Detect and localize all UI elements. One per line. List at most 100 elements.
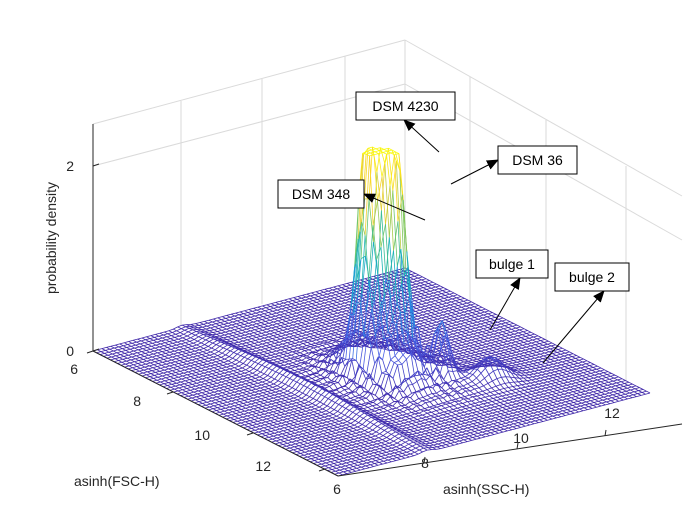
mesh-segment (336, 443, 341, 444)
mesh-segment (467, 302, 472, 303)
mesh-segment (294, 435, 298, 436)
mesh-segment (184, 372, 189, 373)
mesh-segment (413, 306, 418, 307)
mesh-segment (478, 332, 483, 333)
mesh-segment (286, 396, 290, 397)
mesh-segment (470, 307, 474, 308)
mesh-segment (231, 403, 235, 404)
mesh-segment (181, 367, 185, 368)
mesh-segment (203, 364, 207, 365)
mesh-segment (431, 439, 435, 440)
mesh-segment (359, 461, 364, 462)
mesh-segment (412, 406, 417, 410)
mesh-segment (382, 414, 386, 415)
mesh-segment (392, 422, 397, 423)
mesh-segment (415, 324, 420, 325)
mesh-segment (300, 314, 305, 315)
mesh-segment (451, 429, 456, 430)
mesh-segment (156, 368, 161, 369)
mesh-segment (191, 348, 195, 349)
mesh-segment (498, 421, 503, 422)
mesh-segment (252, 375, 256, 377)
mesh-segment (243, 392, 247, 393)
mesh-segment (446, 443, 451, 444)
mesh-segment (379, 412, 383, 413)
mesh-segment (586, 387, 591, 388)
mesh-segment (180, 346, 185, 347)
mesh-segment (239, 390, 243, 391)
mesh-segment (309, 426, 313, 427)
mesh-segment (256, 336, 261, 337)
mesh-segment (328, 317, 333, 318)
mesh-segment (302, 436, 307, 437)
mesh-segment (331, 377, 335, 381)
mesh-segment (314, 334, 319, 335)
mesh-segment (201, 381, 206, 382)
mesh-segment (291, 305, 296, 306)
mesh-segment (493, 346, 498, 347)
mesh-segment (604, 372, 609, 373)
mesh-segment (452, 393, 457, 397)
mesh-segment (620, 384, 624, 385)
mesh-segment (469, 334, 474, 335)
mesh-segment (465, 359, 469, 360)
mesh-segment (211, 376, 215, 377)
mesh-segment (612, 383, 617, 384)
mesh-segment (316, 402, 320, 405)
mesh-segment (155, 361, 160, 362)
mesh-segment (329, 467, 333, 468)
mesh-segment (273, 400, 277, 401)
mesh-segment (284, 302, 289, 303)
mesh-segment (150, 351, 154, 352)
mesh-segment (346, 423, 351, 424)
mesh-segment (137, 352, 142, 353)
mesh-segment (274, 381, 278, 384)
mesh-segment (242, 381, 247, 382)
mesh-segment (302, 308, 306, 309)
mesh-segment (508, 351, 512, 352)
mesh-segment (392, 408, 397, 409)
mesh-segment (282, 377, 287, 383)
mesh-segment (485, 349, 490, 350)
mesh-segment (333, 327, 338, 328)
mesh-segment (216, 361, 220, 362)
mesh-segment (246, 342, 251, 343)
mesh-segment (521, 399, 526, 400)
mesh-segment (565, 390, 570, 391)
mesh-segment (456, 413, 461, 414)
mesh-segment (302, 408, 307, 409)
mesh-segment (410, 402, 414, 403)
mesh-segment (490, 407, 495, 408)
mesh-segment (307, 307, 312, 308)
mesh-segment (280, 365, 285, 366)
mesh-segment (233, 408, 238, 409)
mesh-segment (506, 346, 511, 347)
mesh-segment (421, 306, 425, 307)
mesh-segment (431, 349, 435, 350)
mesh-segment (245, 386, 249, 387)
mesh-segment (226, 328, 230, 329)
mesh-segment (285, 348, 289, 349)
mesh-segment (471, 418, 475, 419)
mesh-segment (451, 291, 455, 293)
mesh-segment (223, 345, 227, 348)
mesh-segment (220, 387, 224, 388)
mesh-segment (269, 365, 273, 369)
mesh-segment (266, 393, 271, 394)
mesh-segment (522, 384, 527, 385)
mesh-segment (305, 299, 310, 300)
mesh-segment (504, 414, 509, 415)
mesh-segment (270, 343, 275, 344)
mesh-segment (466, 343, 470, 344)
mesh-segment (280, 327, 285, 328)
mesh-segment (579, 397, 584, 398)
mesh-segment (344, 468, 348, 469)
mesh-segment (284, 313, 289, 314)
mesh-segment (487, 340, 491, 341)
mesh-segment (537, 414, 541, 415)
mesh-segment (316, 453, 320, 454)
mesh-segment (216, 399, 221, 400)
mesh-segment (526, 359, 530, 360)
mesh-segment (467, 353, 471, 354)
mesh-segment (240, 324, 244, 325)
